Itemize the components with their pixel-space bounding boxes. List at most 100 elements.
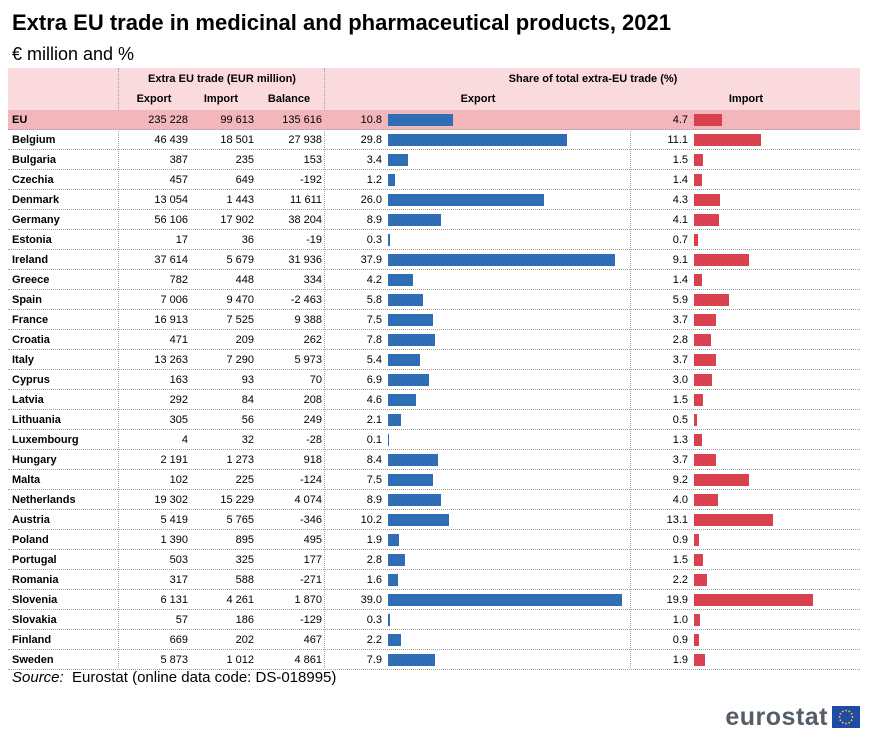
share-import-label: 4.7 xyxy=(672,114,688,126)
export-share-bar xyxy=(388,614,390,626)
table-row: Czechia 457 649 -192 1.2 1.4 xyxy=(8,170,860,190)
header-balance: Balance xyxy=(267,93,311,105)
export-value: 5 873 xyxy=(160,654,188,666)
share-import-label: 4.0 xyxy=(672,494,688,506)
balance-value: 249 xyxy=(303,414,322,426)
table-row: Greece 782 448 334 4.2 1.4 xyxy=(8,270,860,290)
import-share-bar xyxy=(694,334,711,346)
share-import-label: 19.9 xyxy=(666,594,688,606)
table-row: Luxembourg 4 32 -28 0.1 1.3 xyxy=(8,430,860,450)
country-label: Austria xyxy=(12,514,50,526)
balance-value: -129 xyxy=(299,614,322,626)
balance-value: 334 xyxy=(303,274,322,286)
share-export-label: 7.5 xyxy=(366,314,382,326)
header-share-import: Import xyxy=(728,93,764,105)
export-value: 56 106 xyxy=(154,214,188,226)
share-export-label: 5.8 xyxy=(366,294,382,306)
balance-value: 11 611 xyxy=(289,194,322,206)
balance-value: 5 973 xyxy=(294,354,322,366)
export-value: 387 xyxy=(169,154,188,166)
country-label: Sweden xyxy=(12,654,54,666)
chart-title: Extra EU trade in medicinal and pharmace… xyxy=(12,10,672,35)
import-share-bar xyxy=(694,634,700,646)
share-export-label: 6.9 xyxy=(366,374,382,386)
import-value: 4 261 xyxy=(226,594,254,606)
import-share-bar xyxy=(694,614,700,626)
balance-value: -346 xyxy=(299,514,322,526)
table-row: Portugal 503 325 177 2.8 1.5 xyxy=(8,550,860,570)
table-row: Belgium 46 439 18 501 27 938 29.8 11.1 xyxy=(8,130,860,150)
balance-value: 135 616 xyxy=(282,114,322,126)
balance-value: -124 xyxy=(299,474,322,486)
import-value: 84 xyxy=(241,394,254,406)
import-value: 5 679 xyxy=(226,254,254,266)
export-value: 1 390 xyxy=(160,534,188,546)
share-export-label: 10.8 xyxy=(360,114,382,126)
import-value: 209 xyxy=(235,334,254,346)
share-import-label: 4.1 xyxy=(672,214,688,226)
share-export-label: 1.9 xyxy=(366,534,382,546)
country-label: Denmark xyxy=(12,194,60,206)
share-export-label: 4.2 xyxy=(366,274,382,286)
source-label: Source: xyxy=(12,669,64,686)
export-share-bar xyxy=(388,254,616,266)
import-value: 202 xyxy=(235,634,254,646)
import-share-bar xyxy=(694,414,697,426)
balance-value: -192 xyxy=(299,174,322,186)
import-share-bar xyxy=(694,274,703,286)
share-export-label: 2.8 xyxy=(366,554,382,566)
country-label: EU xyxy=(12,114,28,126)
share-import-label: 1.0 xyxy=(672,614,688,626)
export-value: 57 xyxy=(175,614,188,626)
header-import: Import xyxy=(203,93,239,105)
export-value: 37 614 xyxy=(154,254,188,266)
country-label: Czechia xyxy=(12,174,54,186)
country-label: Croatia xyxy=(12,334,50,346)
export-value: 102 xyxy=(169,474,188,486)
table-row: Denmark 13 054 1 443 11 611 26.0 4.3 xyxy=(8,190,860,210)
divider-trade-share xyxy=(324,68,325,668)
country-label: Belgium xyxy=(12,134,56,146)
import-value: 7 290 xyxy=(226,354,254,366)
export-value: 13 263 xyxy=(154,354,188,366)
export-share-bar xyxy=(388,134,567,146)
balance-value: -271 xyxy=(299,574,322,586)
export-share-bar xyxy=(388,554,405,566)
table-row: Croatia 471 209 262 7.8 2.8 xyxy=(8,330,860,350)
share-export-label: 29.8 xyxy=(360,134,382,146)
source-text: Eurostat (online data code: DS-018995) xyxy=(72,669,337,686)
share-import-label: 5.9 xyxy=(672,294,688,306)
share-import-label: 1.9 xyxy=(672,654,688,666)
export-value: 2 191 xyxy=(160,454,188,466)
table-row: Poland 1 390 895 495 1.9 0.9 xyxy=(8,530,860,550)
country-label: France xyxy=(12,314,49,326)
import-value: 99 613 xyxy=(220,114,254,126)
import-value: 895 xyxy=(235,534,254,546)
country-label: Slovakia xyxy=(12,614,57,626)
table-row: Malta 102 225 -124 7.5 9.2 xyxy=(8,470,860,490)
export-share-bar xyxy=(388,434,389,446)
export-share-bar xyxy=(388,494,442,506)
share-export-label: 1.2 xyxy=(366,174,382,186)
table-row: Austria 5 419 5 765 -346 10.2 13.1 xyxy=(8,510,860,530)
export-share-bar xyxy=(388,154,409,166)
share-import-label: 1.4 xyxy=(672,274,688,286)
table-row: France 16 913 7 525 9 388 7.5 3.7 xyxy=(8,310,860,330)
import-value: 9 470 xyxy=(226,294,254,306)
share-import-label: 2.8 xyxy=(672,334,688,346)
table-row: Italy 13 263 7 290 5 973 5.4 3.7 xyxy=(8,350,860,370)
share-export-label: 26.0 xyxy=(360,194,382,206)
share-export-label: 10.2 xyxy=(360,514,382,526)
import-share-bar xyxy=(694,474,750,486)
export-share-bar xyxy=(388,594,622,606)
export-share-bar xyxy=(388,394,416,406)
import-share-bar xyxy=(694,134,761,146)
export-value: 7 006 xyxy=(160,294,188,306)
import-value: 448 xyxy=(235,274,254,286)
country-label: Italy xyxy=(12,354,35,366)
share-import-label: 3.7 xyxy=(672,314,688,326)
share-export-label: 3.4 xyxy=(366,154,382,166)
table-row: Finland 669 202 467 2.2 0.9 xyxy=(8,630,860,650)
export-value: 503 xyxy=(169,554,188,566)
header-share-export: Export xyxy=(460,93,496,105)
